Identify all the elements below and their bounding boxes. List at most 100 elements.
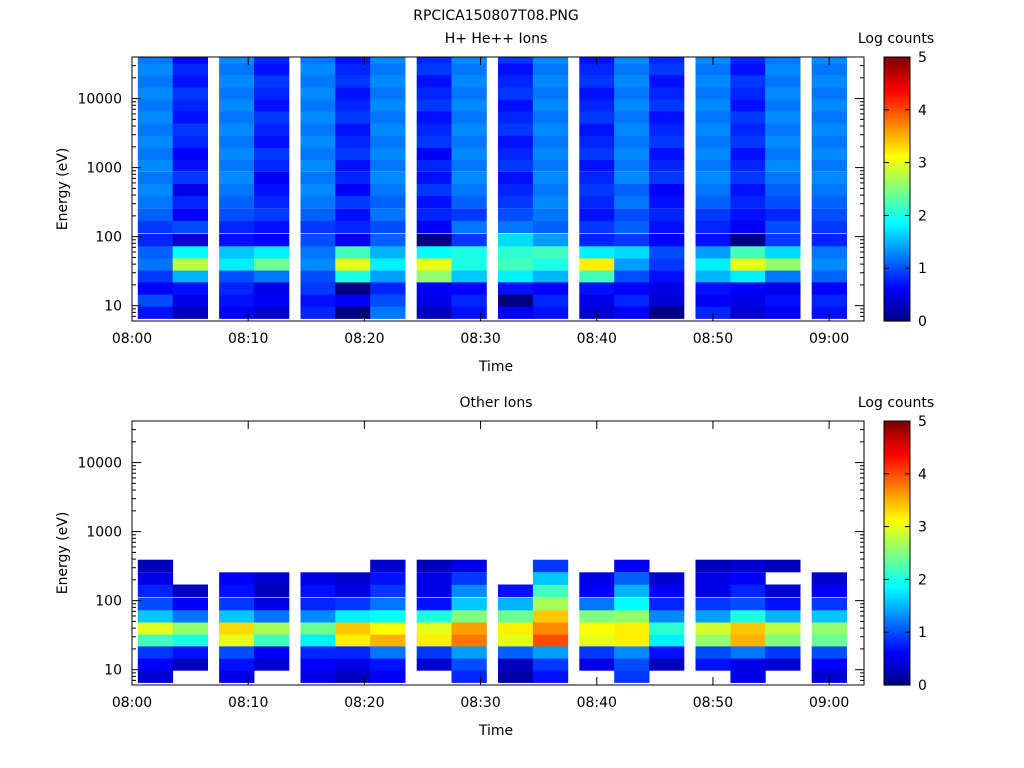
heatmap-cell <box>695 123 731 136</box>
heatmap-cell <box>649 584 685 598</box>
heatmap-cell <box>498 233 534 247</box>
heatmap-cell <box>370 559 406 573</box>
heatmap-cell <box>254 233 290 247</box>
colorbar-segment <box>884 189 910 193</box>
heatmap-cell <box>370 269 406 283</box>
heatmap-cell <box>416 559 452 573</box>
heatmap-cell <box>695 269 731 283</box>
heatmap-cell <box>765 597 801 611</box>
colorbar-segment <box>884 207 910 211</box>
colorbar-segment <box>884 260 910 264</box>
colorbar-segment <box>884 502 910 507</box>
colorbar-segment <box>884 444 910 448</box>
heatmap-cell <box>219 258 255 271</box>
colorbar-segment <box>884 167 910 172</box>
heatmap-cell <box>730 87 766 100</box>
colorbar-segment <box>884 579 910 583</box>
heatmap-cell <box>730 183 766 197</box>
colorbar-segment <box>884 255 910 259</box>
heatmap-cell <box>579 282 615 295</box>
heatmap-cell <box>335 306 371 319</box>
heatmap-cell <box>172 294 208 307</box>
plot-frame <box>131 420 865 686</box>
heatmap-cell <box>416 183 452 197</box>
heatmap-cell <box>730 111 766 124</box>
heatmap-cell <box>649 609 685 623</box>
heatmap-cell <box>498 111 534 124</box>
colorbar-segment <box>884 173 910 177</box>
heatmap-cell <box>335 111 371 124</box>
heatmap-cell <box>451 98 487 112</box>
heatmap-cell <box>730 62 766 76</box>
colorbar-segment <box>884 149 910 153</box>
heatmap-cell <box>172 597 208 611</box>
heatmap-cell <box>172 74 208 88</box>
heatmap-cells <box>137 57 847 319</box>
heatmap-cell <box>335 584 371 598</box>
heatmap-cell <box>695 183 731 197</box>
colorbar-segment <box>884 666 910 670</box>
colorbar-segment <box>884 152 910 156</box>
colorbar-segment <box>884 96 910 100</box>
figure-title: RPCICA150807T08.PNG <box>413 8 578 24</box>
colorbar-segment <box>884 531 910 536</box>
colorbar-segment <box>884 505 910 509</box>
colorbar-segment <box>884 487 910 491</box>
heatmap-cell <box>416 57 452 64</box>
heatmap-cell <box>532 147 569 160</box>
heatmap-cell <box>730 98 766 112</box>
colorbar-segment <box>884 157 910 161</box>
colorbar-segment <box>884 289 910 293</box>
colorbar-segment <box>884 603 910 607</box>
heatmap-cell <box>416 572 452 585</box>
heatmap-cell <box>695 258 731 271</box>
heatmap-cell <box>498 87 534 100</box>
colorbar-segment <box>884 305 910 309</box>
heatmap-cell <box>254 220 290 234</box>
heatmap-cell <box>811 584 847 598</box>
heatmap-cell <box>765 147 801 160</box>
colorbar-segment <box>884 547 910 551</box>
heatmap-cell <box>498 658 534 671</box>
heatmap-cell <box>451 183 487 197</box>
heatmap-cell <box>765 111 801 124</box>
colorbar-tick-label: 3 <box>918 156 927 172</box>
heatmap-cell <box>416 135 452 148</box>
heatmap-cell <box>137 306 174 319</box>
heatmap-cell <box>614 62 650 76</box>
heatmap-cell <box>172 195 208 209</box>
heatmap-cell <box>451 245 487 259</box>
heatmap-cell <box>416 269 452 283</box>
heatmap-cell <box>254 74 290 88</box>
heatmap-cell <box>730 195 766 209</box>
y-tick-label: 1000 <box>86 525 122 541</box>
heatmap-cell <box>416 294 452 307</box>
y-axis-label: Energy (eV) <box>55 148 71 231</box>
heatmap-cell <box>137 572 174 585</box>
heatmap-cell <box>451 220 487 234</box>
heatmap-cell <box>730 220 766 234</box>
heatmap-cell <box>219 74 255 88</box>
y-tick-label: 100 <box>95 594 122 610</box>
heatmap-cell <box>172 306 208 319</box>
heatmap-cell <box>172 220 208 234</box>
heatmap-cell <box>416 158 452 172</box>
heatmap-cell <box>137 233 174 247</box>
heatmap-cell <box>811 233 847 247</box>
heatmap-cell <box>335 74 371 88</box>
heatmap-cell <box>219 135 255 148</box>
heatmap-cell <box>765 584 801 598</box>
heatmap-cell <box>695 147 731 160</box>
colorbar-segment <box>884 70 910 74</box>
heatmap-cell <box>614 123 650 136</box>
heatmap-cell <box>219 171 255 184</box>
heatmap-cell <box>695 572 731 585</box>
colorbar-segment <box>884 439 910 443</box>
colorbar-segment <box>884 128 910 132</box>
x-tick-label: 08:10 <box>228 331 268 347</box>
heatmap-cell <box>172 258 208 271</box>
heatmap-cell <box>765 245 801 259</box>
colorbar-segment <box>884 460 910 464</box>
heatmap-cell <box>219 646 255 659</box>
